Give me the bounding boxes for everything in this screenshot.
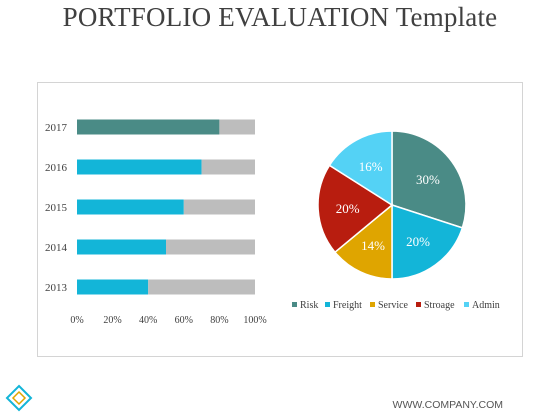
legend-label: Admin xyxy=(472,300,500,311)
legend-swatch xyxy=(464,302,469,307)
pie-data-label: 20% xyxy=(406,234,430,249)
x-tick-label: 80% xyxy=(210,315,228,326)
legend-swatch xyxy=(370,302,375,307)
legend-label: Service xyxy=(378,300,409,311)
legend-swatch xyxy=(292,302,297,307)
legend-label: Freight xyxy=(333,300,362,311)
bar-remainder-2016 xyxy=(201,159,255,175)
bar-2016 xyxy=(77,159,202,175)
bar-2014 xyxy=(77,239,166,255)
y-tick-label: 2013 xyxy=(45,282,68,294)
x-tick-label: 100% xyxy=(243,315,266,326)
pie-slice-stroage xyxy=(317,164,394,254)
x-tick-label: 20% xyxy=(103,315,121,326)
pie-data-label: 16% xyxy=(359,159,383,174)
bar-2015 xyxy=(77,199,184,215)
pie-slice-risk xyxy=(391,130,467,229)
y-tick-label: 2017 xyxy=(45,122,68,134)
legend-label: Risk xyxy=(300,300,318,311)
pie-slice-freight xyxy=(391,203,464,280)
y-tick-label: 2015 xyxy=(45,202,68,214)
bar-remainder-2017 xyxy=(219,119,255,135)
logo-diamond-icon xyxy=(5,384,33,412)
y-tick-label: 2016 xyxy=(45,162,68,174)
pie-slice-service xyxy=(333,203,393,280)
pie-data-label: 20% xyxy=(336,201,360,216)
pie-data-label: 30% xyxy=(416,172,440,187)
bar-2017 xyxy=(77,119,220,135)
bar-remainder-2015 xyxy=(183,199,255,215)
pie-data-label: 14% xyxy=(361,238,385,253)
legend-swatch xyxy=(416,302,421,307)
footer-url: WWW.COMPANY.COM xyxy=(392,399,503,411)
x-tick-label: 0% xyxy=(70,315,83,326)
y-tick-label: 2014 xyxy=(45,242,68,254)
legend-swatch xyxy=(325,302,330,307)
bar-remainder-2013 xyxy=(148,279,255,295)
page-title: PORTFOLIO EVALUATION Template xyxy=(62,2,498,32)
pie-slice-admin xyxy=(328,130,393,207)
bar-remainder-2014 xyxy=(166,239,255,255)
x-tick-label: 60% xyxy=(175,315,193,326)
bar-2013 xyxy=(77,279,149,295)
legend-label: Stroage xyxy=(424,300,455,311)
x-tick-label: 40% xyxy=(139,315,157,326)
